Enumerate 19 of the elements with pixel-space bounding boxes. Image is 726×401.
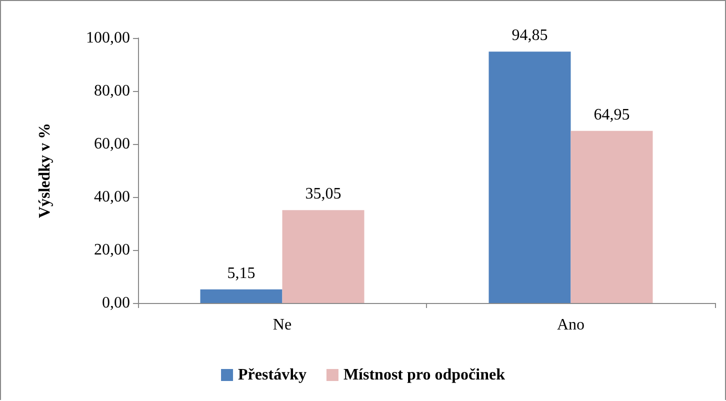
data-label: 35,05 (305, 186, 342, 203)
bar (282, 210, 364, 303)
y-tick-label: 60,00 (94, 136, 130, 152)
y-axis-title: Výsledky v % (36, 122, 54, 218)
legend-label: Místnost pro odpočinek (343, 366, 506, 384)
bar (570, 130, 653, 303)
y-tick-label: 0,00 (102, 294, 130, 312)
y-tick-label: 20,00 (94, 242, 130, 258)
legend-label: Přestávky (238, 366, 306, 384)
x-tick-label: Ne (272, 316, 292, 334)
data-label: 64,95 (594, 106, 630, 124)
bar (488, 52, 571, 303)
y-tick-label: 80,00 (94, 82, 130, 100)
data-label: 94,85 (512, 27, 548, 44)
y-tick-label: 100,00 (86, 30, 130, 46)
bar (200, 289, 282, 303)
y-tick-label: 40,00 (94, 188, 130, 206)
data-label: 5,15 (227, 264, 256, 282)
x-tick-label: Ano (556, 316, 585, 334)
